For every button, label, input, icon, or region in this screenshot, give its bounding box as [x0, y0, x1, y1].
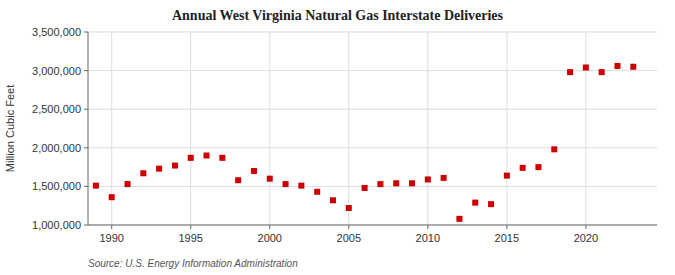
grid-line-y [88, 109, 657, 110]
point [188, 155, 194, 161]
point [393, 180, 399, 186]
point [283, 181, 289, 187]
y-tick-label: 1,500,000 [32, 180, 81, 192]
x-tick [190, 225, 191, 229]
y-tick [84, 32, 88, 33]
point [156, 166, 162, 172]
point [377, 181, 383, 187]
point [172, 163, 178, 169]
x-tick-label: 2015 [495, 232, 519, 244]
chart-container: Annual West Virginia Natural Gas Interst… [0, 0, 675, 275]
point [599, 69, 605, 75]
grid-line-x [269, 32, 270, 225]
point [409, 180, 415, 186]
point [614, 63, 620, 69]
x-tick [506, 225, 507, 229]
grid-line-y [88, 186, 657, 187]
x-tick-label: 2020 [574, 232, 598, 244]
y-tick [84, 186, 88, 187]
x-tick [348, 225, 349, 229]
point [456, 216, 462, 222]
y-tick-label: 1,000,000 [32, 219, 81, 231]
point [346, 205, 352, 211]
point [125, 181, 131, 187]
title: Annual West Virginia Natural Gas Interst… [172, 8, 504, 23]
y-tick [84, 225, 88, 226]
point [267, 176, 273, 182]
x-axis: 1990 1995 2000 2005 2010 2015 2020 [99, 225, 598, 244]
grid-line-x [348, 32, 349, 225]
point [235, 177, 241, 183]
y-tick-label: 2,500,000 [32, 103, 81, 115]
x-tick [585, 225, 586, 229]
grid-line-y [88, 32, 657, 33]
grid-line-x [190, 32, 191, 225]
point [219, 155, 225, 161]
point [140, 170, 146, 176]
y-axis: 1,000,000 1,500,000 2,000,000 2,500,000 3,00… [32, 26, 88, 231]
point [630, 64, 636, 70]
point [204, 153, 210, 159]
chart: Annual West Virginia Natural Gas Interst… [0, 0, 675, 275]
grid-line-x [585, 32, 586, 225]
point [330, 197, 336, 203]
x-tick-label: 2010 [416, 232, 440, 244]
x-tick [269, 225, 270, 229]
point [425, 176, 431, 182]
point [472, 200, 478, 206]
grid-line-y [88, 147, 657, 148]
points [93, 63, 636, 222]
point [109, 194, 115, 200]
grid-line-y [88, 225, 657, 226]
point [520, 165, 526, 171]
grid-line-x [506, 32, 507, 225]
point [535, 164, 541, 170]
x-tick-label: 2005 [337, 232, 361, 244]
point [441, 175, 447, 181]
y-axis-line [88, 32, 89, 225]
grid [88, 32, 657, 225]
y-tick [84, 70, 88, 71]
x-tick-label: 1990 [99, 232, 123, 244]
x-tick [111, 225, 112, 229]
grid-line-x [427, 32, 428, 225]
x-tick [427, 225, 428, 229]
y-tick-label: 3,500,000 [32, 26, 81, 38]
point [314, 189, 320, 195]
x-tick-label: 1995 [178, 232, 202, 244]
y-tick-label: 2,000,000 [32, 142, 81, 154]
y-tick [84, 147, 88, 148]
point [298, 183, 304, 189]
point [504, 173, 510, 179]
point [583, 65, 589, 71]
point [251, 168, 257, 174]
point [551, 146, 557, 152]
point [362, 185, 368, 191]
y-axis-label: Million Cubic Feet [4, 85, 16, 172]
point [567, 69, 573, 75]
source-note: Source: U.S. Energy Information Administ… [88, 258, 298, 269]
y-tick [84, 109, 88, 110]
x-tick-label: 2000 [258, 232, 282, 244]
x-axis-line [88, 225, 657, 226]
y-tick-label: 3,000,000 [32, 65, 81, 77]
point [488, 201, 494, 207]
point [93, 183, 99, 189]
